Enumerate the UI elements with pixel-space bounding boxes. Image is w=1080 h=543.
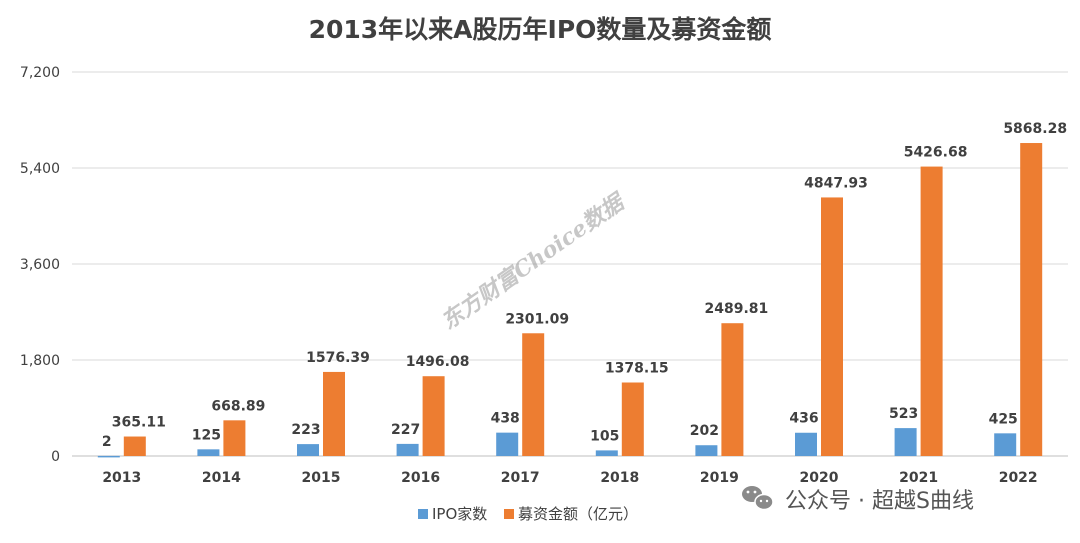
bar-fundraising: [223, 420, 246, 456]
data-label-ipo-count: 523: [889, 406, 918, 422]
bar-ipo-count: [595, 450, 618, 456]
data-label-fundraising: 1496.08: [406, 354, 470, 370]
x-tick-label: 2017: [501, 470, 540, 486]
bar-ipo-count: [197, 449, 220, 456]
bar-ipo-count: [894, 428, 917, 456]
y-tick-label: 5,400: [20, 161, 60, 177]
wechat-overlay: 公众号 · 超越S曲线: [742, 486, 974, 514]
data-label-ipo-count: 425: [989, 411, 1018, 427]
data-label-fundraising: 2301.09: [505, 311, 569, 327]
legend-swatch: [504, 509, 514, 519]
y-tick-label: 0: [51, 449, 60, 465]
x-tick-label: 2020: [800, 470, 839, 486]
overlay-text: 公众号 · 超越S曲线: [785, 489, 974, 514]
data-label-fundraising: 5426.68: [904, 145, 968, 161]
data-label-fundraising: 365.11: [112, 415, 166, 431]
data-label-ipo-count: 202: [690, 423, 719, 439]
bar-fundraising: [920, 166, 943, 456]
legend-label: 募资金额（亿元）: [518, 505, 638, 523]
x-tick-label: 2019: [700, 470, 739, 486]
data-label-fundraising: 1378.15: [605, 360, 669, 376]
bar-ipo-count: [496, 432, 519, 456]
chart-title: 2013年以来A股历年IPO数量及募资金额: [309, 15, 772, 44]
y-axis: 0 1,800 3,600 5,400 7,200: [20, 65, 60, 465]
data-label-fundraising: 1576.39: [306, 350, 370, 366]
bar-fundraising: [721, 323, 744, 456]
legend-label: IPO家数: [432, 505, 487, 523]
data-label-fundraising: 2489.81: [705, 301, 769, 317]
y-tick-label: 7,200: [20, 65, 60, 81]
data-label-ipo-count: 125: [192, 427, 221, 443]
y-tick-label: 1,800: [20, 353, 60, 369]
bar-fundraising: [123, 436, 146, 456]
x-tick-label: 2016: [401, 470, 440, 486]
x-tick-label: 2015: [302, 470, 341, 486]
bar-ipo-count: [695, 445, 718, 456]
data-label-ipo-count: 436: [789, 411, 818, 427]
data-label-fundraising: 668.89: [211, 398, 265, 414]
x-tick-label: 2022: [999, 470, 1038, 486]
x-axis: 2013 2014 2015 2016 2017 2018 2019 2020 2021 2022: [102, 470, 1037, 486]
x-tick-label: 2014: [202, 470, 241, 486]
bar-ipo-count: [297, 444, 319, 456]
legend-swatch: [418, 509, 428, 519]
data-label-fundraising: 4847.93: [804, 175, 868, 191]
data-label-ipo-count: 438: [491, 411, 520, 427]
x-tick-label: 2021: [899, 470, 938, 486]
wechat-icon: [742, 486, 774, 511]
y-tick-label: 3,600: [20, 257, 60, 273]
bar-ipo-count: [795, 432, 817, 456]
bar-fundraising: [1020, 143, 1043, 456]
bar-fundraising: [821, 197, 843, 457]
data-label-ipo-count: 105: [590, 428, 619, 444]
bars: [97, 143, 1043, 458]
x-tick-label: 2013: [102, 470, 141, 486]
bar-fundraising: [522, 333, 545, 456]
data-label-fundraising: 5868.28: [1003, 121, 1067, 137]
bar-ipo-count: [396, 443, 419, 456]
data-label-ipo-count: 227: [391, 422, 420, 438]
bar-fundraising: [323, 371, 345, 456]
bar-fundraising: [621, 382, 644, 456]
bar-ipo-count: [994, 433, 1017, 456]
data-label-ipo-count: 2: [102, 434, 112, 450]
x-tick-label: 2018: [600, 470, 639, 486]
data-label-ipo-count: 223: [291, 422, 320, 438]
bar-fundraising: [422, 376, 445, 456]
bar-ipo-count: [97, 455, 120, 458]
legend: IPO家数 募资金额（亿元）: [418, 505, 638, 523]
